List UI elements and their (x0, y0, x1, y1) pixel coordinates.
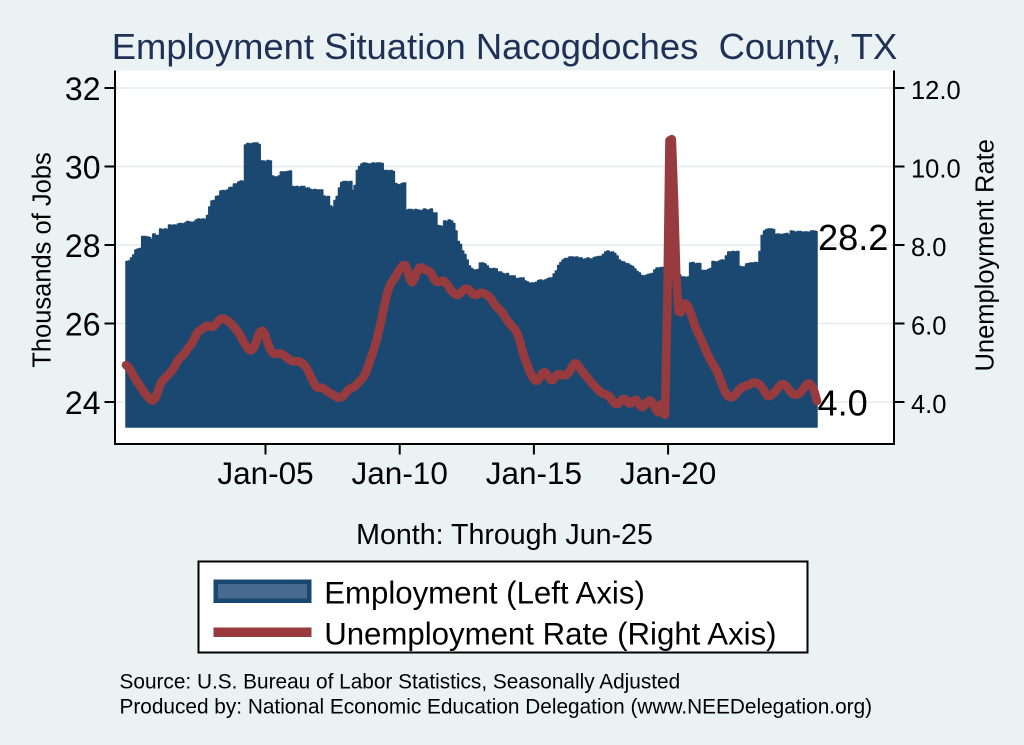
svg-text:30: 30 (65, 150, 101, 186)
svg-text:4.0: 4.0 (911, 391, 946, 419)
svg-text:Month: Through Jun-25: Month: Through Jun-25 (356, 519, 653, 551)
svg-text:10.0: 10.0 (911, 156, 961, 184)
svg-text:Jan-15: Jan-15 (486, 455, 582, 491)
svg-text:4.0: 4.0 (818, 383, 868, 424)
svg-text:12.0: 12.0 (911, 77, 961, 105)
svg-text:26: 26 (65, 307, 101, 343)
svg-text:Jan-10: Jan-10 (352, 455, 448, 491)
svg-text:Employment Situation Nacogdoch: Employment Situation Nacogdoches County,… (112, 26, 898, 67)
svg-text:Produced by: National Economic: Produced by: National Economic Education… (120, 696, 873, 719)
svg-text:24: 24 (65, 385, 101, 421)
svg-text:6.0: 6.0 (911, 313, 946, 341)
svg-text:Jan-20: Jan-20 (620, 455, 716, 491)
svg-text:Thousands of Jobs: Thousands of Jobs (29, 152, 57, 367)
svg-text:28.2: 28.2 (818, 217, 888, 258)
svg-text:8.0: 8.0 (911, 234, 946, 262)
svg-text:28: 28 (65, 228, 101, 264)
svg-text:Unemployment Rate (Right Axis): Unemployment Rate (Right Axis) (324, 616, 776, 651)
svg-text:Jan-05: Jan-05 (217, 455, 313, 491)
svg-text:Employment (Left Axis): Employment (Left Axis) (324, 576, 645, 611)
svg-text:Source: U.S. Bureau of Labor S: Source: U.S. Bureau of Labor Statistics,… (120, 671, 681, 694)
svg-text:32: 32 (65, 71, 101, 107)
svg-text:Unemployment Rate: Unemployment Rate (972, 139, 1000, 371)
